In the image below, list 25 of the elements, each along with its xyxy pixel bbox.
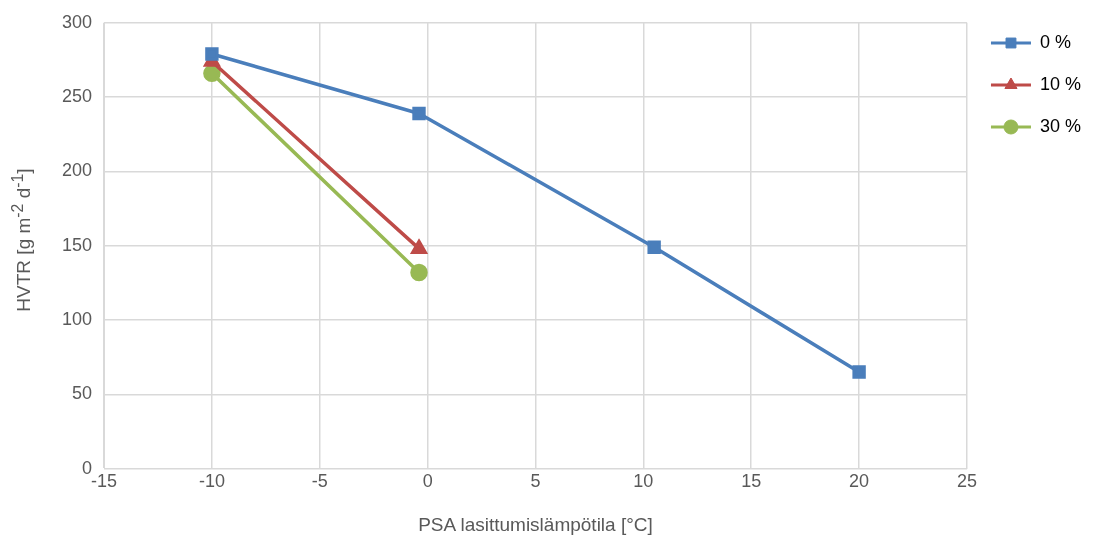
legend-label: 0 % [1039, 31, 1071, 52]
y-tick-label: 150 [61, 234, 93, 255]
x-tick-label: -15 [91, 471, 118, 492]
y-tick-label: 200 [61, 160, 93, 181]
legend-label: 10 % [1039, 73, 1081, 94]
x-axis-title: PSA lasittumislämpötila [°C] [418, 513, 653, 535]
point [412, 106, 426, 121]
y-tick-label: 300 [61, 11, 93, 32]
y-tick-label: 50 [72, 383, 93, 404]
point [410, 263, 428, 282]
y-tick-label: 250 [61, 86, 93, 107]
y-tick-label: 100 [61, 308, 93, 329]
x-tick-label: 10 [633, 471, 654, 492]
x-tick-label: 5 [530, 471, 541, 492]
legend-label: 30 % [1039, 115, 1081, 136]
point [647, 240, 661, 254]
point [852, 365, 866, 379]
x-tick-label: 0 [422, 471, 433, 492]
x-tick-label: 20 [849, 471, 870, 492]
x-tick-label: 15 [741, 471, 762, 492]
x-tick-label: -10 [198, 471, 225, 492]
point [203, 64, 221, 83]
x-tick-label: -5 [311, 471, 328, 492]
y-tick-label: 0 [82, 457, 93, 478]
x-tick-label: 25 [956, 471, 977, 492]
